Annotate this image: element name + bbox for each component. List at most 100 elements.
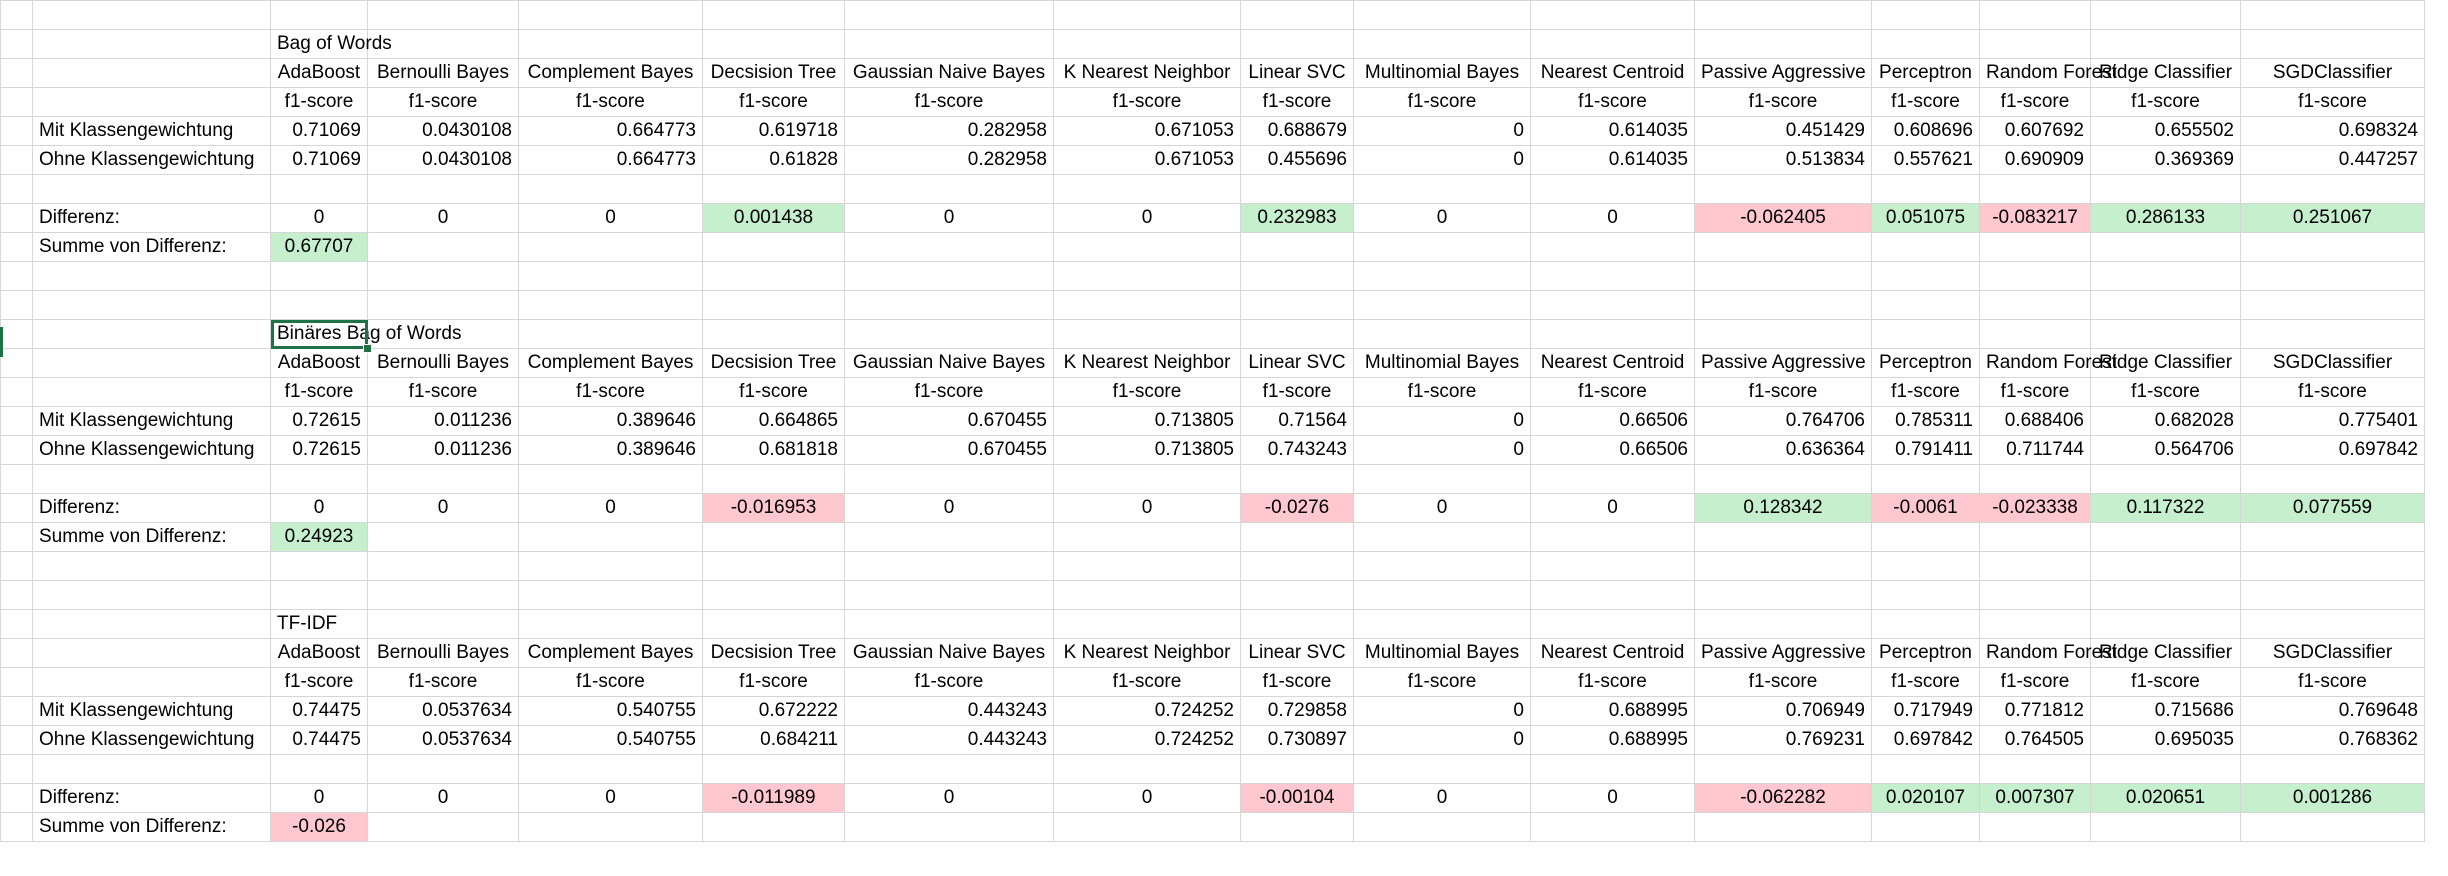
empty-cell[interactable] bbox=[1353, 232, 1531, 262]
difference-cell[interactable]: -0.062405 bbox=[1694, 203, 1872, 233]
difference-cell[interactable]: -0.016953 bbox=[702, 493, 845, 523]
empty-cell[interactable] bbox=[1353, 319, 1531, 349]
score-cell[interactable]: 0.0537634 bbox=[367, 725, 519, 755]
difference-cell[interactable]: -0.00104 bbox=[1240, 783, 1354, 813]
empty-cell[interactable] bbox=[518, 609, 703, 639]
empty-cell[interactable] bbox=[1694, 174, 1872, 204]
score-cell[interactable]: 0.671053 bbox=[1053, 145, 1241, 175]
difference-cell[interactable]: 0.007307 bbox=[1979, 783, 2091, 813]
difference-cell[interactable]: 0 bbox=[518, 493, 703, 523]
score-cell[interactable]: 0.724252 bbox=[1053, 725, 1241, 755]
metric-header-cell[interactable]: f1-score bbox=[1979, 377, 2091, 407]
empty-cell[interactable] bbox=[1353, 290, 1531, 320]
empty-cell[interactable] bbox=[1694, 551, 1872, 581]
difference-cell[interactable]: 0 bbox=[367, 203, 519, 233]
model-header-cell[interactable]: Multinomial Bayes bbox=[1353, 58, 1531, 88]
empty-cell[interactable] bbox=[0, 812, 33, 842]
empty-cell[interactable] bbox=[0, 261, 33, 291]
empty-cell[interactable] bbox=[1240, 261, 1354, 291]
difference-cell[interactable]: 0 bbox=[270, 203, 368, 233]
empty-cell[interactable] bbox=[1530, 580, 1695, 610]
metric-header-cell[interactable]: f1-score bbox=[1694, 667, 1872, 697]
spreadsheet-grid[interactable]: Bag of Words AdaBoost Bernoulli Bayes Compl… bbox=[0, 0, 2425, 842]
empty-cell[interactable] bbox=[2090, 580, 2241, 610]
empty-cell[interactable] bbox=[0, 290, 33, 320]
empty-cell[interactable] bbox=[1240, 812, 1354, 842]
empty-cell[interactable] bbox=[32, 29, 271, 59]
empty-cell[interactable] bbox=[1353, 29, 1531, 59]
empty-cell[interactable] bbox=[1530, 319, 1695, 349]
model-header-cell[interactable]: Multinomial Bayes bbox=[1353, 348, 1531, 378]
score-cell[interactable]: 0.713805 bbox=[1053, 406, 1241, 436]
empty-cell[interactable] bbox=[2240, 754, 2425, 784]
score-cell[interactable]: 0.540755 bbox=[518, 725, 703, 755]
empty-cell[interactable] bbox=[0, 609, 33, 639]
empty-cell[interactable] bbox=[844, 232, 1054, 262]
model-header-cell[interactable]: Complement Bayes bbox=[518, 348, 703, 378]
model-header-cell[interactable]: Linear SVC bbox=[1240, 348, 1354, 378]
empty-cell[interactable] bbox=[2240, 261, 2425, 291]
score-cell[interactable]: 0.011236 bbox=[367, 435, 519, 465]
empty-cell[interactable] bbox=[2240, 812, 2425, 842]
score-cell[interactable]: 0.66506 bbox=[1530, 406, 1695, 436]
score-cell[interactable]: 0.540755 bbox=[518, 696, 703, 726]
model-header-cell[interactable]: K Nearest Neighbor bbox=[1053, 348, 1241, 378]
row-label-cell[interactable]: Ohne Klassengewichtung bbox=[32, 725, 271, 755]
empty-cell[interactable] bbox=[32, 638, 271, 668]
difference-cell[interactable]: 0 bbox=[518, 203, 703, 233]
score-cell[interactable]: 0.0430108 bbox=[367, 116, 519, 146]
empty-cell[interactable] bbox=[702, 261, 845, 291]
block-title-cell[interactable]: Bag of Words bbox=[270, 29, 392, 59]
empty-cell[interactable] bbox=[518, 812, 703, 842]
empty-cell[interactable] bbox=[2240, 522, 2425, 552]
metric-header-cell[interactable]: f1-score bbox=[1240, 667, 1354, 697]
model-header-cell[interactable]: K Nearest Neighbor bbox=[1053, 58, 1241, 88]
score-cell[interactable]: 0.608696 bbox=[1871, 116, 1980, 146]
score-cell[interactable]: 0.71069 bbox=[270, 116, 368, 146]
metric-header-cell[interactable]: f1-score bbox=[367, 667, 519, 697]
empty-cell[interactable] bbox=[367, 174, 519, 204]
difference-cell[interactable]: -0.0276 bbox=[1240, 493, 1354, 523]
empty-cell[interactable] bbox=[702, 754, 845, 784]
metric-header-cell[interactable]: f1-score bbox=[1353, 377, 1531, 407]
score-cell[interactable]: 0.690909 bbox=[1979, 145, 2091, 175]
score-cell[interactable]: 0 bbox=[1353, 145, 1531, 175]
row-label-cell[interactable]: Differenz: bbox=[32, 203, 271, 233]
score-cell[interactable]: 0.682028 bbox=[2090, 406, 2241, 436]
empty-cell[interactable] bbox=[702, 232, 845, 262]
empty-cell[interactable] bbox=[1694, 29, 1872, 59]
difference-cell[interactable]: 0 bbox=[1530, 493, 1695, 523]
empty-cell[interactable] bbox=[1353, 0, 1531, 30]
row-label-cell[interactable]: Mit Klassengewichtung bbox=[32, 406, 271, 436]
empty-cell[interactable] bbox=[1530, 29, 1695, 59]
empty-cell[interactable] bbox=[1240, 290, 1354, 320]
metric-header-cell[interactable]: f1-score bbox=[1053, 667, 1241, 697]
empty-cell[interactable] bbox=[702, 319, 845, 349]
difference-cell[interactable]: 0 bbox=[1353, 493, 1531, 523]
row-label-cell[interactable]: Differenz: bbox=[32, 493, 271, 523]
model-header-cell[interactable]: Perceptron bbox=[1871, 58, 1980, 88]
score-cell[interactable]: 0.655502 bbox=[2090, 116, 2241, 146]
empty-cell[interactable] bbox=[1979, 551, 2091, 581]
empty-cell[interactable] bbox=[702, 812, 845, 842]
metric-header-cell[interactable]: f1-score bbox=[270, 87, 368, 117]
score-cell[interactable]: 0.282958 bbox=[844, 116, 1054, 146]
model-header-cell[interactable]: Perceptron bbox=[1871, 348, 1980, 378]
difference-cell[interactable]: 0.020107 bbox=[1871, 783, 1980, 813]
score-cell[interactable]: 0.664773 bbox=[518, 145, 703, 175]
empty-cell[interactable] bbox=[2090, 812, 2241, 842]
empty-cell[interactable] bbox=[518, 551, 703, 581]
empty-cell[interactable] bbox=[1240, 0, 1354, 30]
metric-header-cell[interactable]: f1-score bbox=[1871, 377, 1980, 407]
difference-cell[interactable]: -0.0061 bbox=[1871, 493, 1980, 523]
empty-cell[interactable] bbox=[0, 0, 33, 30]
empty-cell[interactable] bbox=[1871, 812, 1980, 842]
metric-header-cell[interactable]: f1-score bbox=[702, 87, 845, 117]
score-cell[interactable]: 0.451429 bbox=[1694, 116, 1872, 146]
metric-header-cell[interactable]: f1-score bbox=[1694, 87, 1872, 117]
empty-cell[interactable] bbox=[1979, 232, 2091, 262]
empty-cell[interactable] bbox=[1240, 580, 1354, 610]
empty-cell[interactable] bbox=[1530, 754, 1695, 784]
empty-cell[interactable] bbox=[2240, 551, 2425, 581]
metric-header-cell[interactable]: f1-score bbox=[702, 377, 845, 407]
